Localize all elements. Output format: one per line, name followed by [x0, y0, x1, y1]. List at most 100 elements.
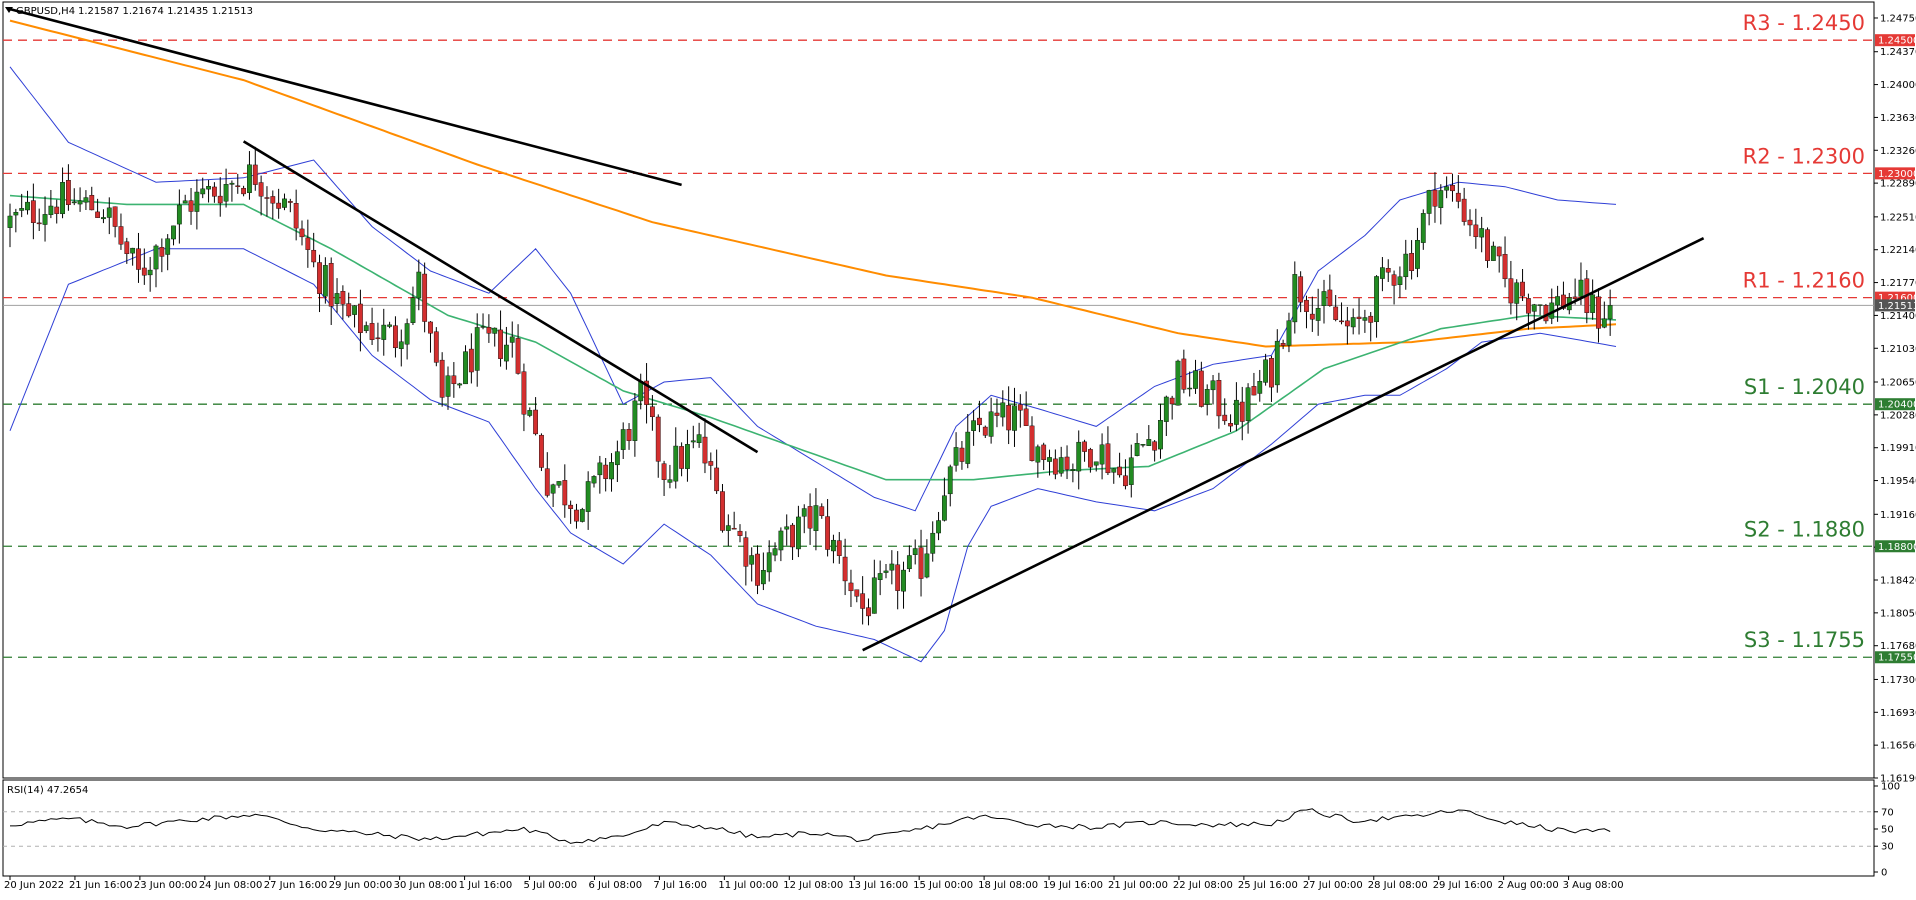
candle[interactable] [1017, 394, 1023, 428]
candle[interactable] [784, 514, 790, 546]
candle[interactable] [521, 363, 527, 432]
candle[interactable] [965, 414, 971, 469]
trendline-2[interactable] [862, 237, 1705, 652]
candle[interactable] [1187, 371, 1193, 397]
candle[interactable] [574, 503, 579, 529]
candle[interactable] [1461, 187, 1467, 226]
candle[interactable] [468, 333, 474, 384]
candle[interactable] [1052, 449, 1058, 480]
candle[interactable] [19, 193, 25, 218]
candle[interactable] [860, 576, 866, 625]
candle[interactable] [30, 183, 36, 240]
candle[interactable] [766, 540, 772, 582]
candle[interactable] [1134, 433, 1140, 457]
candle[interactable] [585, 471, 591, 530]
candle[interactable] [7, 203, 13, 248]
candle[interactable] [1607, 289, 1613, 336]
candle[interactable] [165, 234, 171, 271]
candle[interactable] [591, 475, 597, 488]
candle[interactable] [1590, 279, 1596, 320]
candle[interactable] [1350, 308, 1356, 335]
candle[interactable] [912, 539, 918, 565]
candle[interactable] [1356, 298, 1362, 335]
candle[interactable] [171, 225, 176, 246]
candle[interactable] [264, 186, 270, 217]
candle[interactable] [211, 182, 217, 203]
candle[interactable] [433, 327, 439, 367]
candle[interactable] [299, 220, 305, 246]
candle[interactable] [848, 569, 854, 608]
candle[interactable] [95, 198, 101, 218]
candle[interactable] [737, 524, 743, 543]
candle[interactable] [270, 190, 276, 220]
candle[interactable] [825, 499, 831, 557]
candle[interactable] [685, 429, 690, 482]
candle[interactable] [1502, 236, 1508, 288]
candle[interactable] [626, 423, 632, 450]
candle[interactable] [334, 278, 340, 313]
candle[interactable] [1344, 306, 1350, 345]
candle[interactable] [1292, 261, 1298, 334]
candle[interactable] [895, 551, 901, 610]
candle[interactable] [924, 539, 930, 579]
candle[interactable] [77, 187, 83, 212]
candle[interactable] [1029, 416, 1035, 462]
candle[interactable] [445, 366, 451, 410]
candle[interactable] [118, 213, 124, 250]
candle[interactable] [1093, 461, 1099, 472]
candle[interactable] [1000, 390, 1006, 427]
candle[interactable] [1333, 295, 1339, 322]
candle[interactable] [1601, 301, 1607, 329]
candle[interactable] [906, 545, 912, 573]
candle[interactable] [1467, 209, 1473, 237]
candle[interactable] [889, 550, 895, 585]
candle[interactable] [947, 464, 953, 507]
candle[interactable] [620, 422, 626, 460]
candle[interactable] [1420, 209, 1426, 250]
candle[interactable] [1193, 359, 1198, 394]
candle[interactable] [807, 493, 813, 545]
candle[interactable] [1023, 391, 1029, 426]
candle[interactable] [83, 190, 89, 210]
candle[interactable] [515, 324, 521, 375]
candle[interactable] [720, 484, 725, 533]
candle[interactable] [603, 458, 609, 492]
candle[interactable] [176, 189, 182, 244]
candle[interactable] [854, 589, 860, 603]
candle[interactable] [1117, 452, 1123, 478]
candle[interactable] [1298, 271, 1304, 313]
candle[interactable] [141, 248, 147, 285]
candlesticks[interactable] [7, 146, 1613, 626]
candle[interactable] [1070, 463, 1076, 483]
candle[interactable] [200, 177, 206, 199]
candle[interactable] [182, 194, 188, 204]
candle[interactable] [1444, 176, 1450, 199]
candle[interactable] [690, 425, 696, 449]
candle[interactable] [54, 199, 60, 224]
candle[interactable] [959, 441, 965, 470]
candle[interactable] [1321, 279, 1327, 324]
candle[interactable] [836, 532, 842, 564]
candle[interactable] [328, 257, 334, 325]
candle[interactable] [71, 188, 77, 206]
candle[interactable] [539, 433, 544, 472]
candle[interactable] [223, 168, 229, 208]
candle[interactable] [1450, 173, 1455, 202]
candle[interactable] [404, 318, 410, 360]
candle[interactable] [1064, 445, 1070, 480]
candle[interactable] [276, 188, 282, 219]
candle[interactable] [1374, 275, 1379, 338]
candle[interactable] [871, 559, 877, 614]
candle[interactable] [188, 187, 194, 225]
candle[interactable] [1216, 372, 1222, 429]
candle[interactable] [1198, 361, 1204, 408]
candle[interactable] [731, 511, 737, 530]
candle[interactable] [1520, 268, 1525, 302]
trendline-1[interactable] [242, 140, 759, 454]
candle[interactable] [1508, 260, 1514, 315]
candle[interactable] [673, 427, 679, 489]
candle[interactable] [492, 327, 498, 347]
candle[interactable] [994, 398, 1000, 428]
candle[interactable] [1561, 281, 1566, 310]
